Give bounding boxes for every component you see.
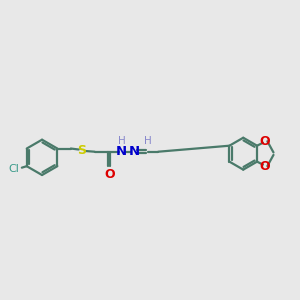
Text: N: N	[116, 145, 127, 158]
Text: O: O	[104, 168, 115, 181]
Text: S: S	[77, 144, 86, 157]
Text: O: O	[260, 135, 270, 148]
Text: O: O	[260, 160, 270, 172]
Text: H: H	[118, 136, 125, 146]
Text: H: H	[144, 136, 152, 146]
Text: N: N	[129, 145, 140, 158]
Text: Cl: Cl	[8, 164, 20, 174]
